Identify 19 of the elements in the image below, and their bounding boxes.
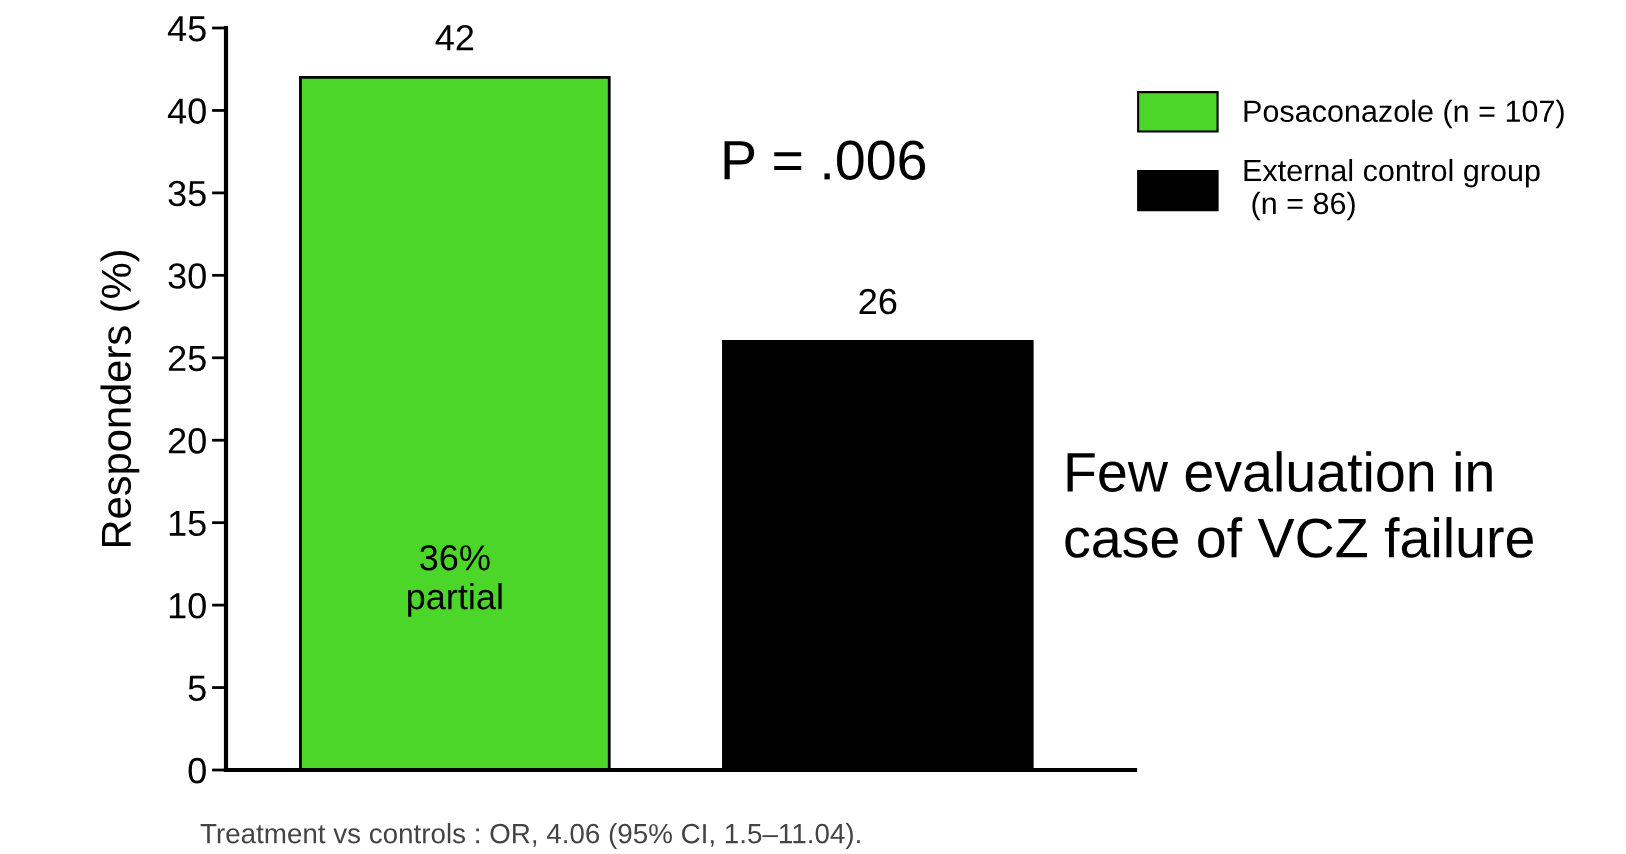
y-tick-label: 20: [168, 428, 206, 454]
data-label: 42: [435, 24, 474, 51]
y-tick-label: 35: [168, 180, 206, 207]
y-tick-label: 25: [168, 345, 206, 372]
y-tick-label: 45: [167, 16, 206, 42]
legend-label: External control group (n = 86): [1244, 158, 1540, 221]
annotation: 36% partial: [407, 545, 502, 617]
annotation: Few evaluation in case of VCZ failure: [1065, 451, 1533, 558]
y-tick-label: 5: [188, 675, 206, 701]
y-tick-label: 40: [167, 98, 206, 124]
data-label: 26: [859, 288, 897, 315]
y-tick-label: 15: [169, 510, 206, 537]
legend-label: Posaconazole (n = 107): [1244, 99, 1564, 129]
y-tick-label: 0: [188, 757, 206, 784]
y-tick-label: 10: [169, 592, 206, 619]
text: Treatment vs controls : OR, 4.06 (95% CI, 1.5–11.04).: [200, 823, 860, 849]
y-tick-label: 30: [168, 263, 206, 289]
annotation: P = .006: [724, 140, 926, 180]
y-axis-title: Responders (%): [100, 251, 140, 547]
